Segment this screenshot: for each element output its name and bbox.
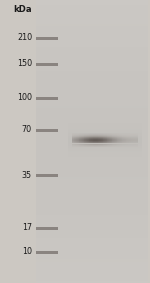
Bar (36, 97, 58, 100)
Text: 150: 150 (17, 59, 32, 68)
Text: 70: 70 (22, 125, 32, 134)
Bar (36, 250, 58, 254)
Bar (36, 128, 58, 132)
Text: 10: 10 (22, 248, 32, 256)
Text: 17: 17 (22, 224, 32, 233)
Text: 100: 100 (17, 93, 32, 102)
Bar (36, 226, 58, 230)
Bar (36, 173, 58, 177)
Text: kDa: kDa (13, 5, 32, 14)
Text: 35: 35 (22, 170, 32, 179)
Text: 210: 210 (17, 33, 32, 42)
Bar (36, 37, 58, 40)
Bar (36, 63, 58, 65)
